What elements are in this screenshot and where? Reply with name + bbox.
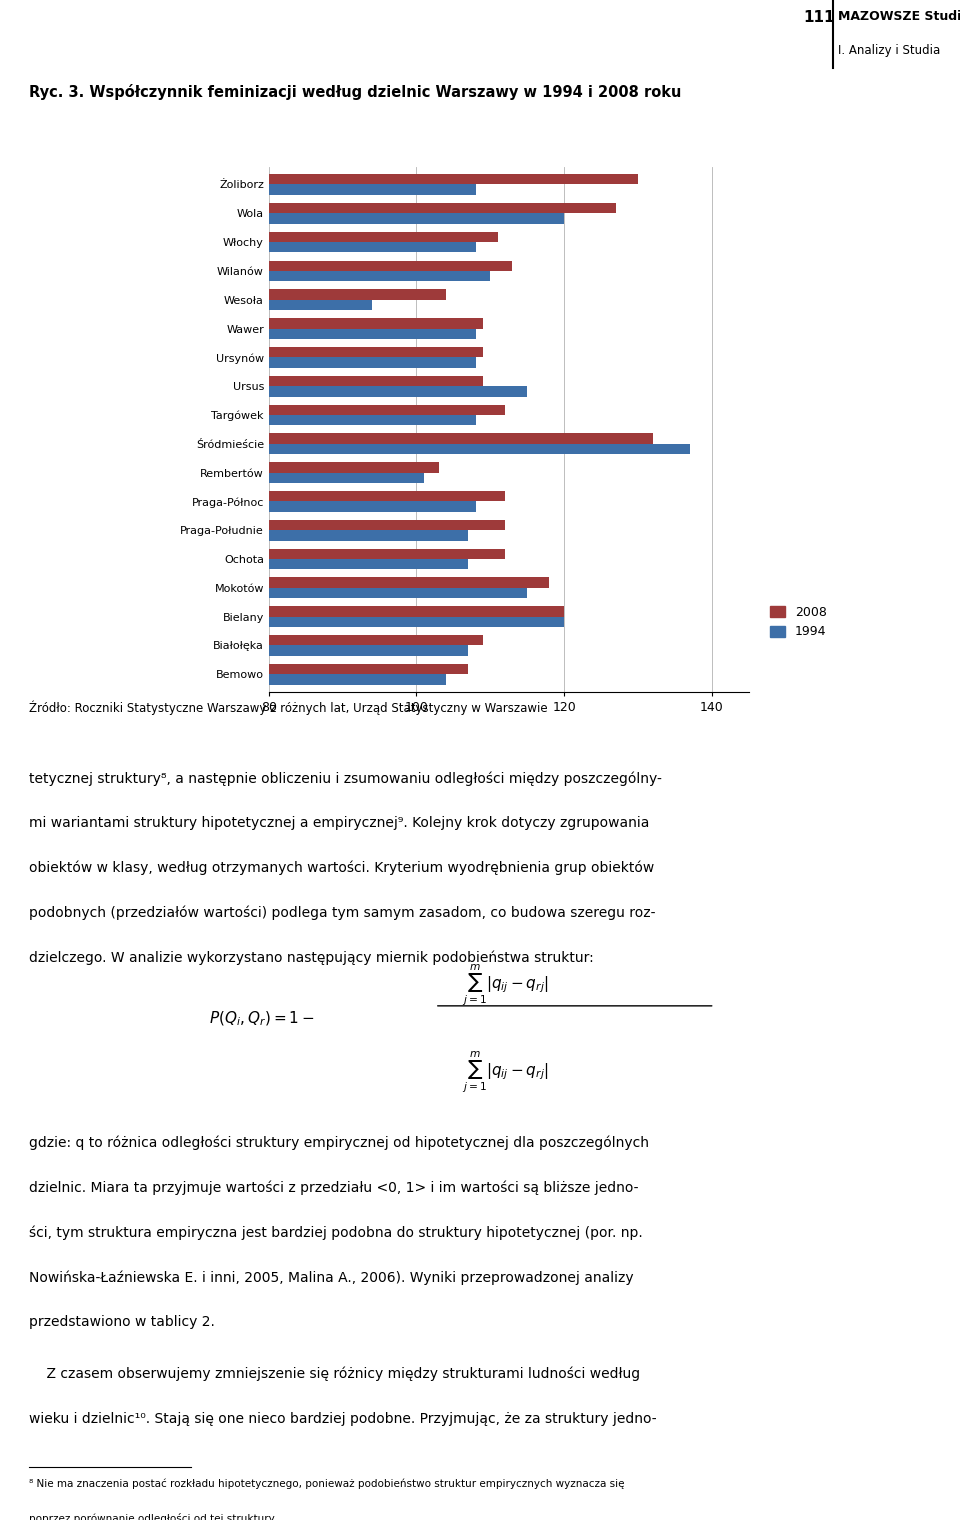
Bar [0,675,446,684]
Text: gdzie: q to różnica odległości struktury empirycznej od hipotetycznej dla poszcz: gdzie: q to różnica odległości struktury… [29,1135,649,1151]
Bar [0,204,616,213]
Bar [0,404,505,415]
Bar [0,357,475,368]
Text: tetycznej struktury⁸, a następnie obliczeniu i zsumowaniu odległości między posz: tetycznej struktury⁸, a następnie oblicz… [29,771,661,786]
Bar [0,433,653,444]
Text: podobnych (przedziałów wartości) podlega tym samym zasadom, co budowa szeregu ro: podobnych (przedziałów wartości) podlega… [29,906,656,920]
Text: dzielnic. Miara ta przyjmuje wartości z przedziału <0, 1> i im wartości są bliżs: dzielnic. Miara ta przyjmuje wartości z … [29,1181,638,1195]
Bar [0,318,483,328]
Text: dzielczego. W analizie wykorzystano następujący miernik podobieństwa struktur:: dzielczego. W analizie wykorzystano nast… [29,950,593,965]
Bar [0,491,505,502]
Bar [0,184,475,195]
Text: Źródło: Roczniki Statystyczne Warszawy z różnych lat, Urząd Statystyczny w Warsz: Źródło: Roczniki Statystyczne Warszawy z… [29,701,547,714]
Bar [0,375,483,386]
Bar [0,606,564,617]
Bar [0,347,483,357]
Bar [0,530,468,541]
Bar [0,328,475,339]
Bar [0,289,446,299]
Bar [0,213,564,223]
Text: Z czasem obserwujemy zmniejszenie się różnicy między strukturami ludności według: Z czasem obserwujemy zmniejszenie się ró… [29,1366,640,1382]
Text: I. Analizy i Studia: I. Analizy i Studia [838,44,941,58]
Text: wieku i dzielnic¹⁰. Stają się one nieco bardziej podobne. Przyjmując, że za stru: wieku i dzielnic¹⁰. Stają się one nieco … [29,1412,657,1426]
Bar [0,646,468,655]
Bar [0,271,491,281]
Bar [0,415,475,426]
Text: ⁸ Nie ma znaczenia postać rozkładu hipotetycznego, ponieważ podobieństwo struktu: ⁸ Nie ma znaczenia postać rozkładu hipot… [29,1477,624,1488]
Text: ści, tym struktura empiryczna jest bardziej podobna do struktury hipotetycznej (: ści, tym struktura empiryczna jest bardz… [29,1225,642,1240]
Bar [0,260,513,271]
Bar [0,299,372,310]
Text: mi wariantami struktury hipotetycznej a empirycznej⁹. Kolejny krok dotyczy zgrup: mi wariantami struktury hipotetycznej a … [29,816,649,830]
Bar [0,462,439,473]
Text: $\sum_{j=1}^{m}|q_{ij}-q_{rj}|$: $\sum_{j=1}^{m}|q_{ij}-q_{rj}|$ [462,962,548,1008]
Text: obiektów w klasy, według otrzymanych wartości. Kryterium wyodrębnienia grup obie: obiektów w klasy, według otrzymanych war… [29,860,654,876]
Bar [0,386,527,397]
Text: $\sum_{j=1}^{m}|q_{ij}-q_{rj}|$: $\sum_{j=1}^{m}|q_{ij}-q_{rj}|$ [462,1049,548,1094]
Bar [0,444,689,454]
Bar [0,588,527,599]
Bar [0,502,475,512]
Bar [0,559,468,570]
Text: 111: 111 [804,11,835,26]
Text: Nowińska-Łaźniewska E. i inni, 2005, Malina A., 2006). Wyniki przeprowadzonej an: Nowińska-Łaźniewska E. i inni, 2005, Mal… [29,1271,634,1284]
Bar [0,578,549,588]
Text: przedstawiono w tablicy 2.: przedstawiono w tablicy 2. [29,1315,215,1328]
Legend: 2008, 1994: 2008, 1994 [765,600,831,643]
Bar [0,549,505,559]
Text: MAZOWSZE Studia Regionalne nr 11/2012: MAZOWSZE Studia Regionalne nr 11/2012 [838,11,960,23]
Text: $P(Q_i,Q_r)=1-$: $P(Q_i,Q_r)=1-$ [209,1009,315,1028]
Bar [0,473,424,483]
Text: poprzez porównanie odległości od tej struktury.: poprzez porównanie odległości od tej str… [29,1512,276,1520]
Bar [0,617,564,628]
Bar [0,635,483,646]
Text: Ryc. 3. Współczynnik feminizacji według dzielnic Warszawy w 1994 i 2008 roku: Ryc. 3. Współczynnik feminizacji według … [29,84,682,100]
Bar [0,242,475,252]
Bar [0,664,468,675]
Bar [0,231,497,242]
Bar [0,520,505,530]
Bar [0,175,638,184]
